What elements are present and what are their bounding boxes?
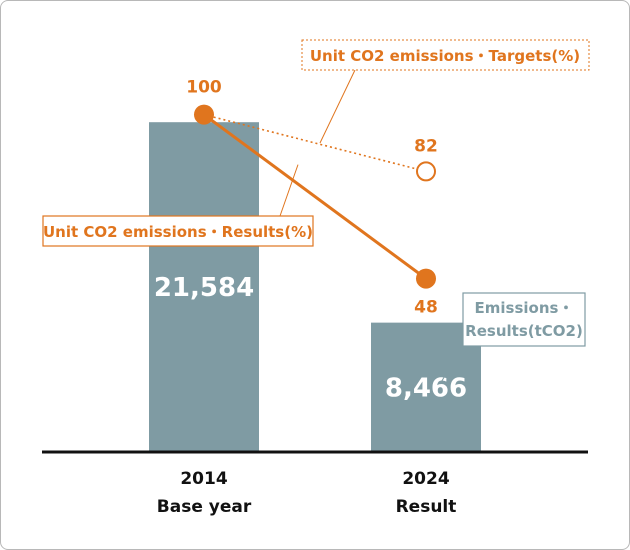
x-tick-year-2024: 2024: [402, 469, 449, 489]
bar-2014: [149, 122, 259, 453]
result-legend-leader: [279, 164, 299, 217]
emissions-legend-leader: [439, 345, 464, 385]
target-legend-box: [301, 39, 590, 71]
target-value-label-2024: 82: [414, 136, 438, 156]
result-series-line: [203, 113, 427, 280]
target-legend-leader: [319, 69, 356, 144]
result-marker-2014: [194, 104, 214, 125]
target-legend-text: Unit CO2 emissions・Targets(%): [310, 47, 580, 65]
bar-value-label-2014: 21,584: [154, 273, 254, 303]
result-value-label-2014: 100: [186, 78, 222, 98]
emissions-legend-text-line-1: Emissions・: [475, 299, 574, 317]
x-tick-year-2014: 2014: [180, 469, 227, 489]
result-legend-text: Unit CO2 emissions・Results(%): [43, 223, 313, 241]
bar-value-label-2024: 8,466: [385, 373, 467, 403]
emissions-legend-text-line-2: Results(tCO2): [465, 322, 583, 340]
x-tick-label-result: Result: [396, 497, 457, 517]
target-marker-2024: [416, 161, 436, 182]
target-series-line: [203, 113, 427, 173]
result-value-label-2024: 48: [414, 298, 438, 318]
emissions-legend-box: [462, 292, 586, 347]
result-marker-2024: [416, 268, 436, 289]
x-tick-label-base-year: Base year: [157, 497, 252, 517]
result-legend-box: [42, 215, 314, 247]
